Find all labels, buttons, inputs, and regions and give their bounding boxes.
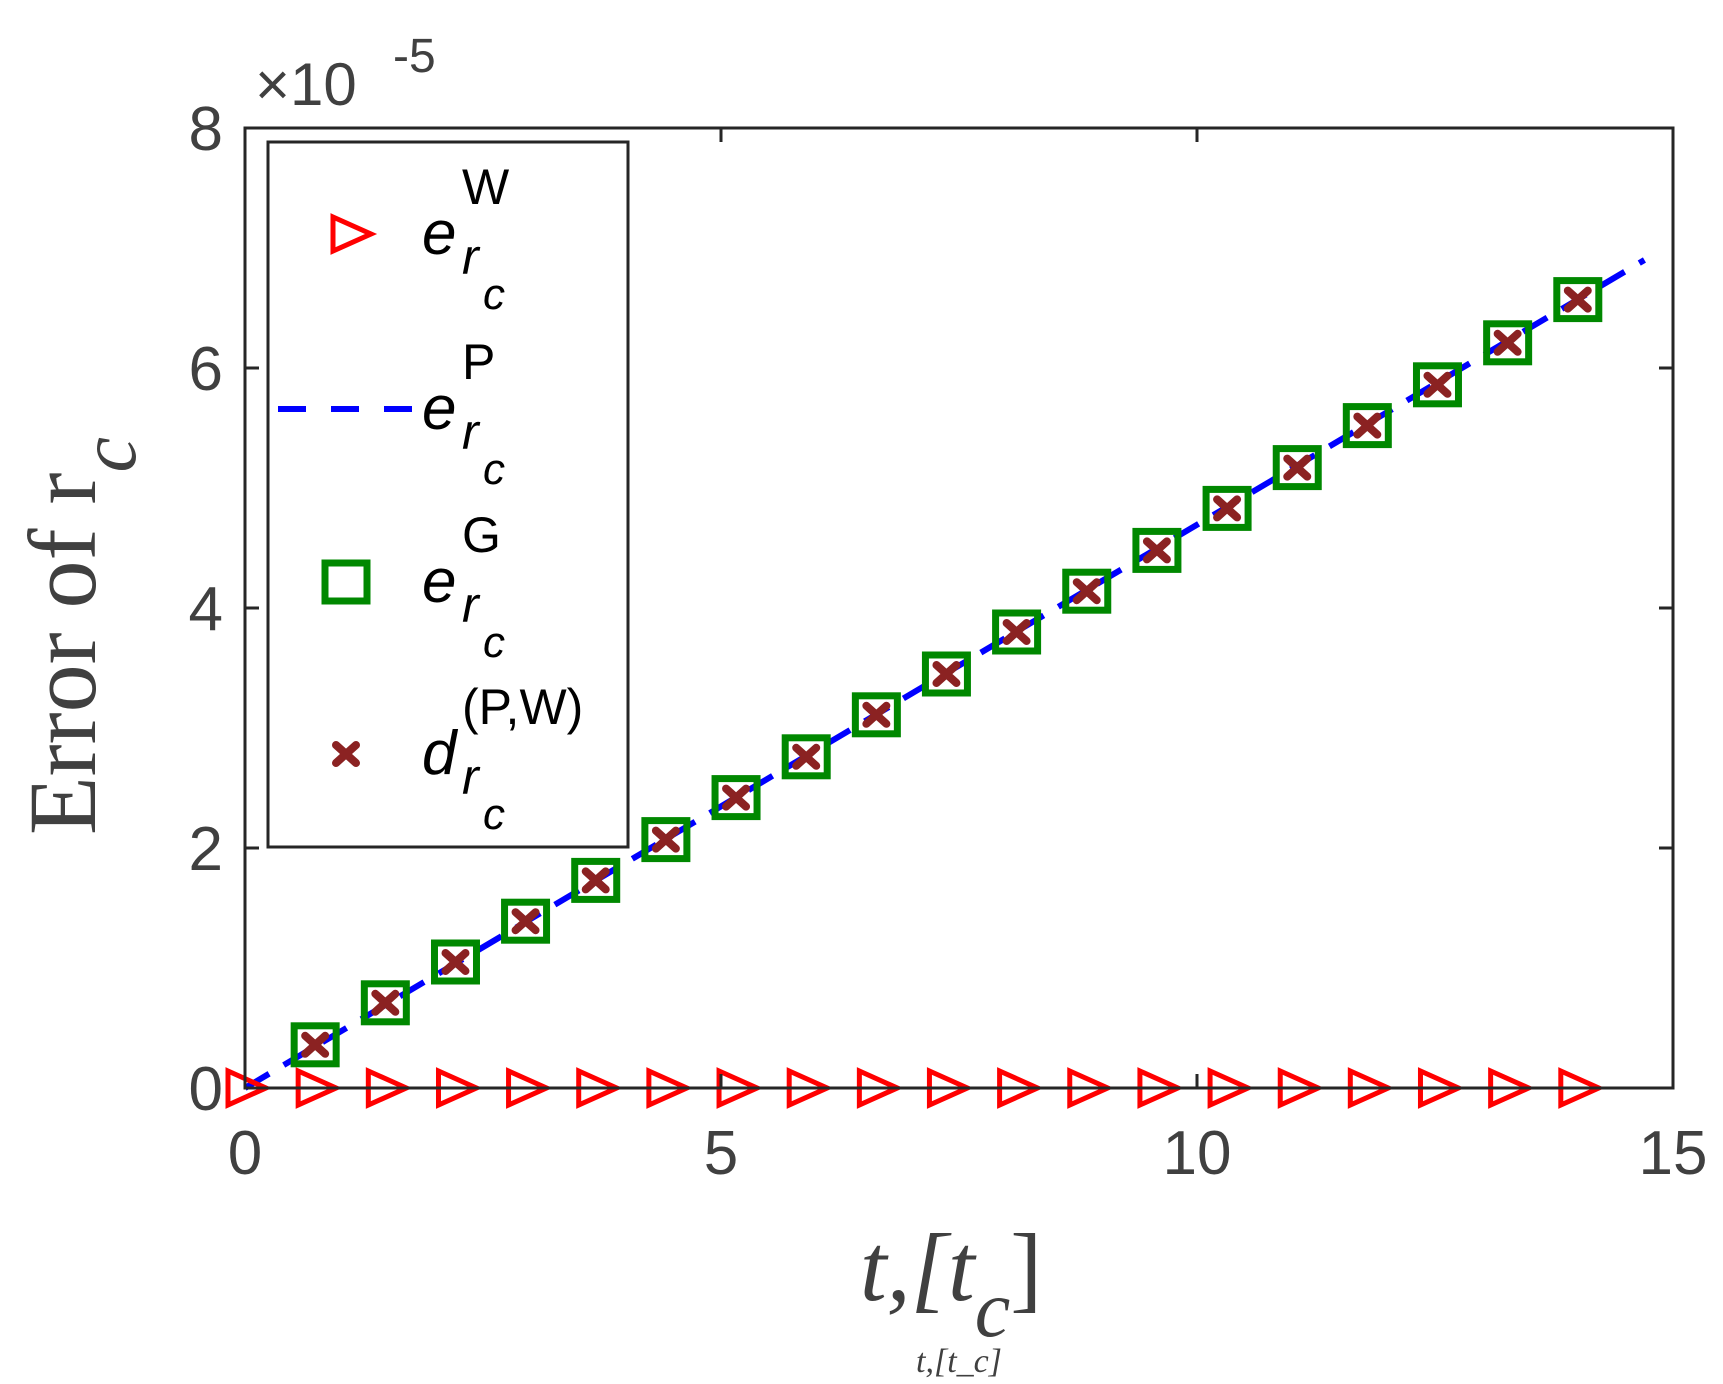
data-point-e-G <box>1272 445 1322 491</box>
data-point-d-PW <box>722 784 751 811</box>
svg-text:t,[tc]: t,[tc] <box>860 1214 1042 1354</box>
data-point-e-G <box>290 1022 340 1068</box>
legend-label-sub: r <box>462 404 481 460</box>
data-point-d-PW <box>1353 412 1382 439</box>
data-point-e-G <box>1062 568 1112 614</box>
data-point-e-G <box>1132 527 1182 573</box>
y-multiplier: ×10 -5 <box>255 30 436 118</box>
legend-label-base: d <box>422 719 459 788</box>
y-tick-label: 6 <box>189 335 223 404</box>
series-e-G <box>290 277 1603 1068</box>
data-point-d-PW <box>371 989 400 1016</box>
data-point-e-G <box>1553 277 1603 323</box>
data-point-e-G <box>1412 362 1462 408</box>
legend-label-sup: (P,W) <box>462 679 583 735</box>
x-tick-label: 5 <box>704 1119 738 1188</box>
data-point-d-PW <box>651 826 680 853</box>
x-tick-label: 15 <box>1639 1119 1708 1188</box>
y-axis-label-sub: c <box>65 437 153 473</box>
legend-marker-triangle <box>330 213 378 255</box>
data-point-e-G <box>1483 320 1533 366</box>
data-point-e-G <box>851 692 901 738</box>
legend-label-sup: W <box>462 159 510 215</box>
y-tick-label: 0 <box>189 1055 223 1124</box>
y-tick-label: 2 <box>189 815 223 884</box>
legend-label-sub: r <box>462 749 481 805</box>
y-tick-label: 8 <box>189 95 223 164</box>
legend-label-subsub: c <box>483 790 505 839</box>
data-point-e-G <box>992 609 1042 655</box>
data-point-d-PW <box>862 701 891 728</box>
data-point-e-G <box>641 817 691 863</box>
series-d-PW <box>301 286 1592 1058</box>
data-point-e-G <box>711 775 761 821</box>
legend-label-subsub: c <box>483 445 505 494</box>
legend-label-sup: G <box>462 507 501 563</box>
legend-entry: d(P,W) rc <box>332 679 583 839</box>
y-multiplier-base: ×10 <box>255 51 357 118</box>
legend-label-base: e <box>422 374 456 443</box>
legend-label-subsub: c <box>483 618 505 667</box>
legend-marker-x <box>332 741 360 767</box>
data-point-e-G <box>921 651 971 697</box>
data-point-d-PW <box>1423 371 1452 398</box>
data-point-e-G <box>1202 485 1252 531</box>
x-tick-label: 10 <box>1163 1119 1232 1188</box>
legend-label-base: e <box>422 547 456 616</box>
x-axis-label-main: t,[t <box>860 1214 977 1321</box>
y-axis-label-main: Error of r <box>9 472 116 835</box>
data-point-e-W <box>225 1067 273 1109</box>
data-point-d-PW <box>441 949 470 975</box>
x-axis-label: t,[tc] t,[t_c] <box>860 1214 1042 1380</box>
legend-label-sup: P <box>462 334 495 390</box>
x-axis-label-sub: c <box>975 1266 1011 1354</box>
legend-label-sub: r <box>462 577 481 633</box>
data-point-d-PW <box>511 908 540 935</box>
data-point-d-PW <box>1002 619 1031 645</box>
data-point-e-G <box>1342 403 1392 449</box>
axis-ticks: 0 5 10 15 0 2 4 6 8 <box>189 95 1708 1188</box>
y-tick-label: 4 <box>189 575 223 644</box>
data-point-d-PW <box>1493 329 1522 356</box>
data-point-d-PW <box>1563 286 1592 313</box>
data-point-d-PW <box>792 743 821 770</box>
x-axis-label-close: ] <box>1010 1214 1042 1321</box>
data-point-e-G <box>430 939 480 985</box>
data-point-d-PW <box>1213 495 1242 522</box>
data-point-d-PW <box>581 867 610 894</box>
data-point-d-PW <box>1142 537 1171 564</box>
svg-text:Error of rc: Error of rc <box>9 437 153 835</box>
data-point-e-G <box>501 898 551 944</box>
legend-label-sub: r <box>462 229 481 285</box>
data-point-d-PW <box>301 1031 330 1058</box>
data-point-d-PW <box>1072 578 1101 605</box>
data-point-d-PW <box>1283 454 1312 481</box>
legend-box <box>266 140 630 849</box>
legend-label-base: e <box>422 199 456 268</box>
legend-label-subsub: c <box>483 270 505 319</box>
y-axis-label: Error of rc <box>9 437 153 835</box>
data-point-e-G <box>571 857 621 903</box>
data-point-d-PW <box>932 661 961 687</box>
x-tick-label: 0 <box>228 1119 262 1188</box>
data-point-e-G <box>781 734 831 780</box>
legend-marker-square <box>321 559 371 605</box>
x-axis-label-text: t,[t_c] <box>916 1343 1002 1380</box>
y-multiplier-exponent: -5 <box>393 30 436 83</box>
data-point-e-G <box>360 980 410 1026</box>
